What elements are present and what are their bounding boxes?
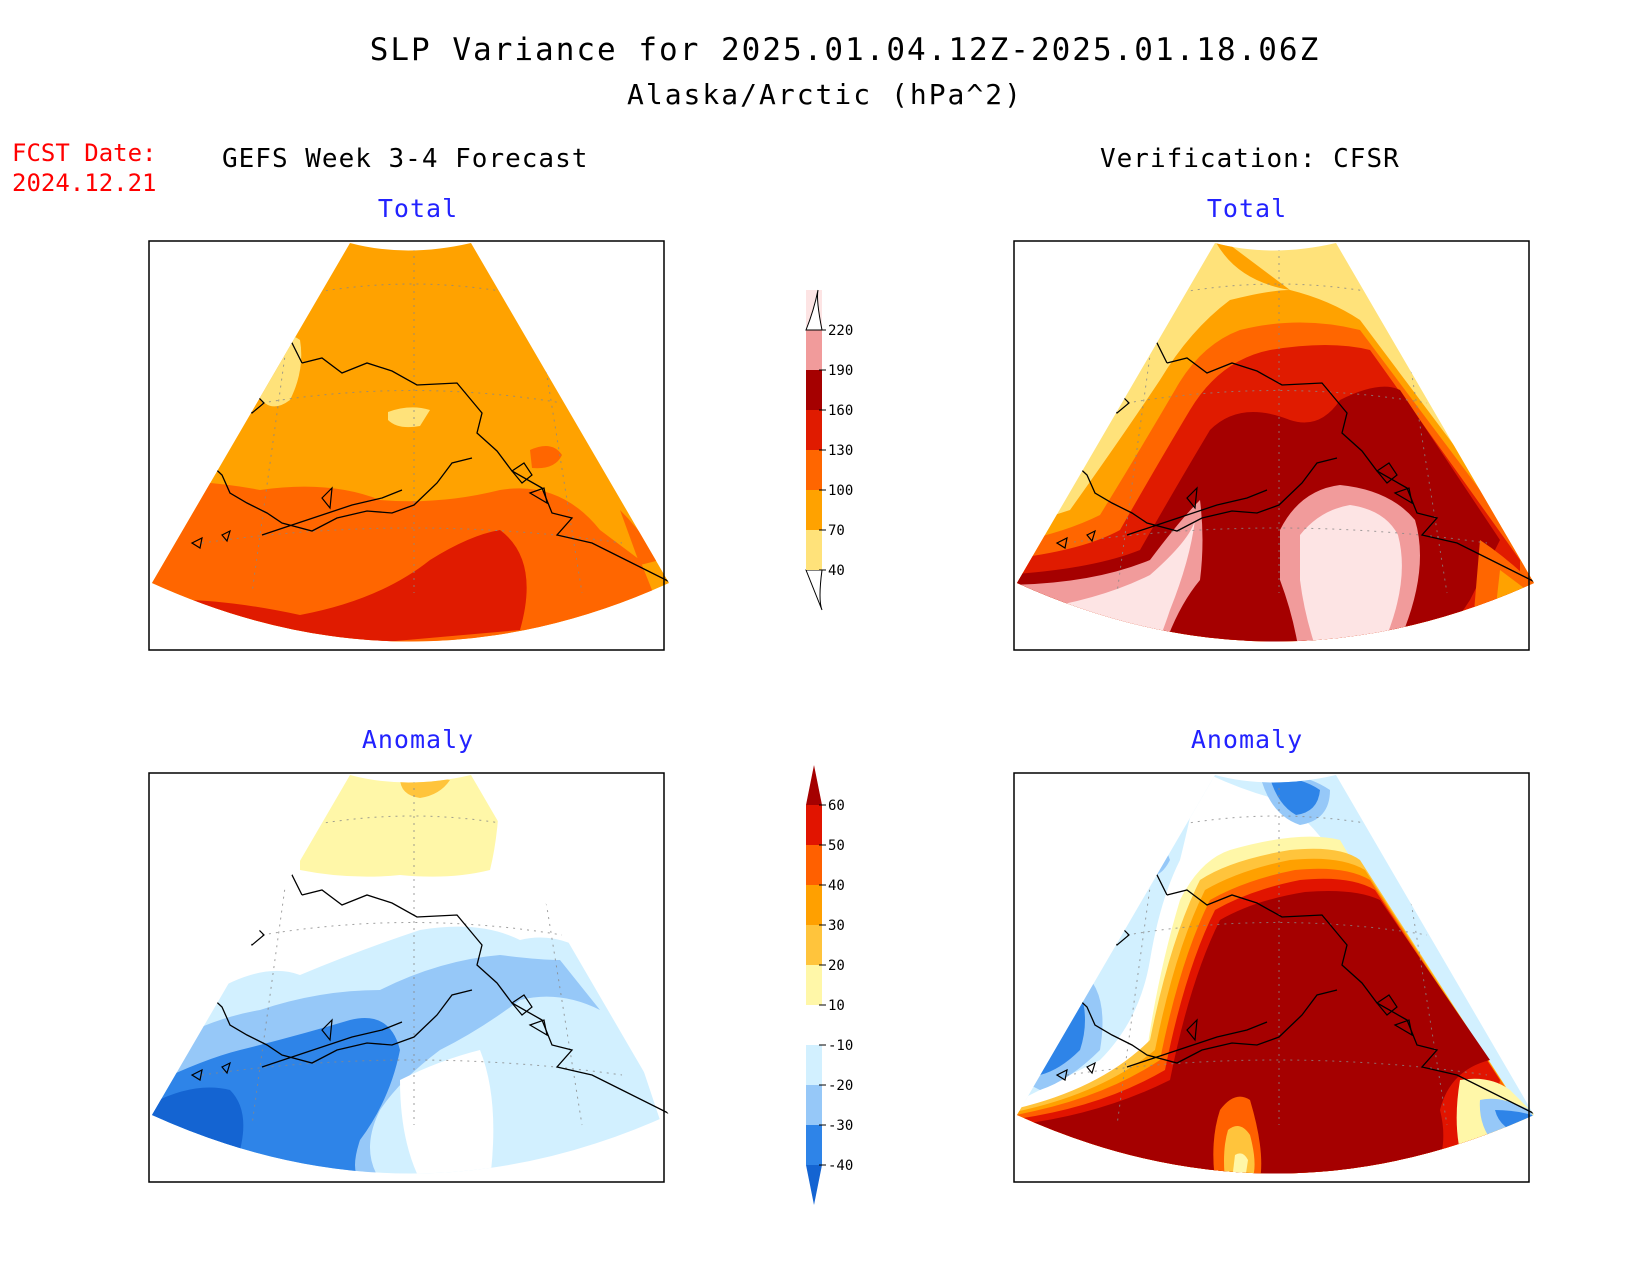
colorbar-anomaly-tick-label: -30	[828, 1118, 853, 1134]
colorbar-anomaly-segment	[806, 845, 822, 885]
colorbar-anomaly-tick-label: -10	[828, 1038, 853, 1054]
colorbar-anomaly-tick-label: -20	[828, 1078, 853, 1094]
colorbar-anomaly-segment	[806, 885, 822, 925]
colorbar-total-tick-label: 220	[828, 323, 853, 339]
colorbar-anomaly-tick-label: 30	[828, 918, 845, 934]
colorbar-total-segment	[806, 370, 822, 410]
colorbar-anomaly-segment	[806, 1005, 822, 1045]
forecast-total-map	[148, 240, 669, 651]
verification-total-title: Total	[1206, 194, 1288, 223]
colorbar-total-segment	[806, 530, 822, 570]
colorbar-anomaly-segment	[806, 1045, 822, 1085]
colorbar-anomaly-segment	[806, 965, 822, 1005]
colorbar-anomaly-tick-label: 20	[828, 958, 845, 974]
fcst-date-label: FCST Date:	[12, 139, 157, 167]
colorbar-total-segment	[806, 410, 822, 450]
main-subtitle: Alaska/Arctic (hPa^2)	[626, 78, 1023, 111]
colorbar-anomaly-tick-label: 50	[828, 838, 845, 854]
fcst-date-value: 2024.12.21	[12, 169, 157, 197]
colorbar-total-tick-label: 40	[828, 563, 845, 579]
colorbar-anomaly-end-bottom	[806, 1165, 822, 1205]
fcst-date-block: FCST Date: 2024.12.21	[12, 138, 157, 198]
colorbar-anomaly-tick-label: 60	[828, 798, 845, 814]
colorbar-total-tick-label: 160	[828, 403, 853, 419]
forecast-anomaly-map	[148, 772, 669, 1183]
verification-anomaly-map	[1013, 772, 1534, 1183]
colorbar-anomaly-segment	[806, 1125, 822, 1165]
colorbar-anomaly: -40 -30 -20 -10 10 20 30 40 50 60	[806, 765, 853, 1205]
colorbar-total: 40 70 100 130 160 190 220	[805, 289, 853, 611]
colorbar-total-tick-label: 100	[828, 483, 853, 499]
forecast-total-title: Total	[377, 194, 459, 223]
colorbar-anomaly-tick-label: 40	[828, 878, 845, 894]
colorbar-total-segment	[806, 450, 822, 490]
colorbar-total-tick-label: 130	[828, 443, 853, 459]
colorbar-total-end-bottom	[805, 569, 823, 611]
colorbar-anomaly-segment	[806, 925, 822, 965]
colorbar-total-tick-label: 70	[828, 523, 845, 539]
forecast-anomaly-title: Anomaly	[361, 725, 475, 754]
colorbar-total-segment	[806, 330, 822, 370]
colorbar-total-end-top	[805, 289, 823, 331]
colorbar-total-tick-label: 190	[828, 363, 853, 379]
colorbar-anomaly-segment	[806, 805, 822, 845]
colorbar-anomaly-tick-label: -40	[828, 1158, 853, 1174]
colorbar-anomaly-end-top	[806, 765, 822, 805]
verification-anomaly-title: Anomaly	[1190, 725, 1304, 754]
forecast-column-title: GEFS Week 3-4 Forecast	[222, 144, 589, 174]
colorbar-anomaly-tick-label: 10	[828, 998, 845, 1014]
verification-total-map	[1013, 240, 1534, 651]
colorbar-anomaly-segment	[806, 1085, 822, 1125]
main-title: SLP Variance for 2025.01.04.12Z-2025.01.…	[369, 32, 1321, 68]
colorbar-total-segment	[806, 490, 822, 530]
verification-column-title: Verification: CFSR	[1100, 144, 1400, 174]
